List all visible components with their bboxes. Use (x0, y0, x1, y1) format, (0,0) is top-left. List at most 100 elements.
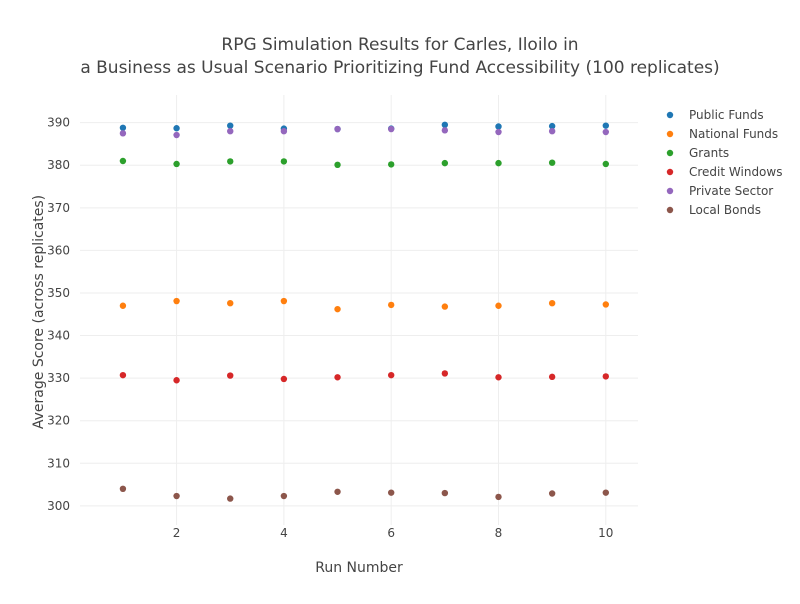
data-point (548, 159, 556, 166)
data-point (441, 489, 449, 497)
y-tick-label: 330 (47, 371, 70, 385)
legend-item[interactable]: National Funds (666, 127, 778, 141)
data-point (173, 377, 180, 384)
y-tick-label: 350 (47, 286, 70, 300)
x-tick-label: 8 (495, 526, 503, 540)
data-point (602, 160, 610, 168)
data-point (173, 131, 180, 139)
data-point (548, 122, 556, 130)
y-tick-label: 380 (47, 158, 70, 172)
legend-label: Grants (689, 146, 729, 160)
legend-label: National Funds (689, 127, 778, 141)
legend-item[interactable]: Local Bonds (666, 203, 761, 217)
data-point (548, 299, 556, 307)
data-point (441, 121, 449, 129)
data-point (495, 374, 502, 381)
legend-marker (666, 130, 674, 138)
legend-item[interactable]: Credit Windows (666, 165, 783, 179)
legend-marker (666, 168, 674, 176)
x-tick-label: 2 (173, 526, 181, 540)
data-point (602, 122, 610, 129)
data-point (334, 374, 341, 381)
y-tick-label: 310 (47, 456, 70, 470)
data-point (548, 373, 556, 381)
y-tick-label: 320 (47, 414, 70, 428)
data-point (173, 125, 180, 132)
series-group (119, 370, 610, 384)
data-point (441, 127, 449, 134)
data-point (602, 301, 610, 308)
data-point (227, 122, 234, 129)
legend-label: Private Sector (689, 184, 773, 198)
data-point (495, 302, 502, 309)
data-point (173, 160, 180, 168)
y-tick-label: 360 (47, 243, 70, 257)
data-points (119, 121, 610, 502)
legend: Public Funds National Funds Grants Credit W… (666, 108, 783, 217)
chart-title-line-1: RPG Simulation Results for Carles, Iloil… (221, 35, 578, 55)
legend-item[interactable]: Public Funds (666, 108, 764, 122)
data-point (119, 157, 127, 165)
legend-marker (666, 206, 674, 214)
data-point (280, 375, 288, 383)
data-point (173, 492, 180, 500)
data-point (441, 303, 449, 310)
data-point (334, 125, 341, 133)
data-point (227, 372, 234, 379)
data-point (548, 490, 556, 497)
data-point (227, 495, 234, 502)
grid-lines (80, 95, 638, 525)
chart-title-line-2: a Business as Usual Scenario Prioritizin… (80, 58, 719, 78)
data-point (119, 302, 127, 309)
data-point (387, 301, 395, 309)
data-point (387, 489, 395, 496)
y-tick-label: 300 (47, 499, 70, 513)
data-point (280, 127, 288, 135)
data-point (602, 489, 610, 496)
data-point (227, 127, 234, 135)
data-point (548, 127, 556, 135)
series-group (119, 125, 610, 139)
data-point (441, 370, 449, 377)
legend-label: Local Bonds (689, 203, 761, 217)
legend-label: Credit Windows (689, 165, 782, 179)
x-axis-label: Run Number (315, 560, 403, 576)
data-point (387, 371, 395, 379)
data-point (495, 493, 502, 501)
data-point (334, 488, 341, 495)
data-point (602, 128, 610, 136)
data-point (387, 161, 395, 168)
data-point (173, 297, 180, 305)
x-tick-label: 4 (280, 526, 288, 540)
data-point (495, 128, 502, 136)
data-point (334, 305, 341, 313)
y-tick-label: 390 (47, 116, 70, 130)
legend-marker (666, 187, 674, 195)
legend-marker (666, 149, 674, 157)
data-point (495, 159, 502, 167)
data-point (280, 158, 288, 165)
axis-tick-labels: 2 4 6 8 10 300 310 320 330 340 350 360 370 380 390 (47, 116, 613, 540)
data-point (119, 371, 127, 379)
y-tick-label: 370 (47, 201, 70, 215)
data-point (280, 492, 288, 500)
data-point (495, 123, 502, 130)
x-tick-label: 6 (387, 526, 395, 540)
data-point (227, 158, 234, 165)
series-group (119, 485, 610, 502)
data-point (387, 125, 395, 133)
data-point (119, 124, 127, 131)
legend-item[interactable]: Private Sector (666, 184, 773, 198)
legend-label: Public Funds (689, 108, 764, 122)
x-tick-label: 10 (598, 526, 613, 540)
data-point (602, 373, 610, 380)
data-point (227, 299, 234, 307)
data-point (441, 159, 449, 167)
data-point (280, 297, 288, 305)
legend-item[interactable]: Grants (666, 146, 729, 160)
y-tick-label: 340 (47, 329, 70, 343)
y-axis-label: Average Score (across replicates) (31, 195, 47, 429)
